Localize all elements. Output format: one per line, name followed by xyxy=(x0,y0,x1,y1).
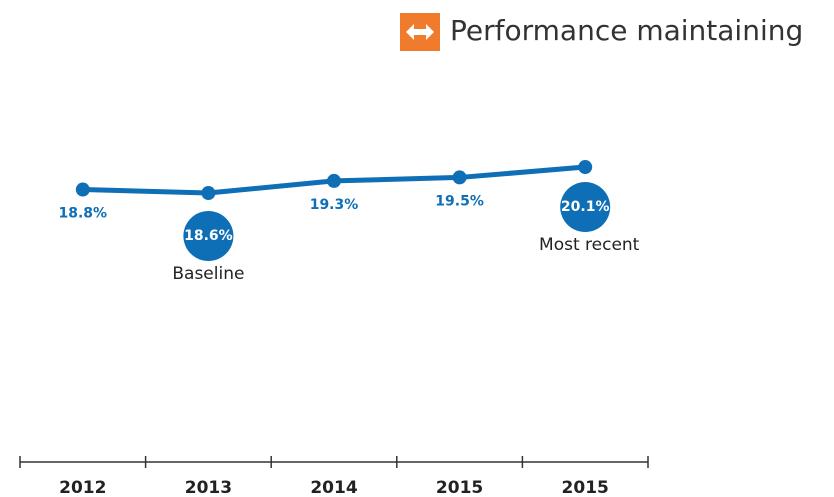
icon-arrows xyxy=(406,24,434,40)
value-label: 19.5% xyxy=(435,193,484,209)
value-label: 20.1% xyxy=(561,199,610,215)
highlight-bubble xyxy=(183,211,234,261)
point xyxy=(452,170,467,185)
x-tick-label: 2012 xyxy=(59,478,106,497)
highlight-bubble xyxy=(560,182,611,233)
x-tick-label: 2015 xyxy=(436,478,483,497)
x-tick-label: 2015 xyxy=(562,478,609,497)
value-label: 18.6% xyxy=(184,228,233,244)
x-tick-label: 2013 xyxy=(185,478,232,497)
chart-title: Performance maintaining xyxy=(450,14,803,47)
value-label: 19.3% xyxy=(310,197,359,213)
point xyxy=(578,160,593,175)
point xyxy=(201,186,216,200)
value-label: 18.8% xyxy=(59,206,108,222)
point xyxy=(75,182,90,197)
x-tick-label: 2014 xyxy=(310,478,357,497)
annotation: Baseline xyxy=(172,264,244,284)
status-icon xyxy=(400,13,440,51)
point xyxy=(327,173,341,188)
annotation: Most recent xyxy=(539,235,640,255)
